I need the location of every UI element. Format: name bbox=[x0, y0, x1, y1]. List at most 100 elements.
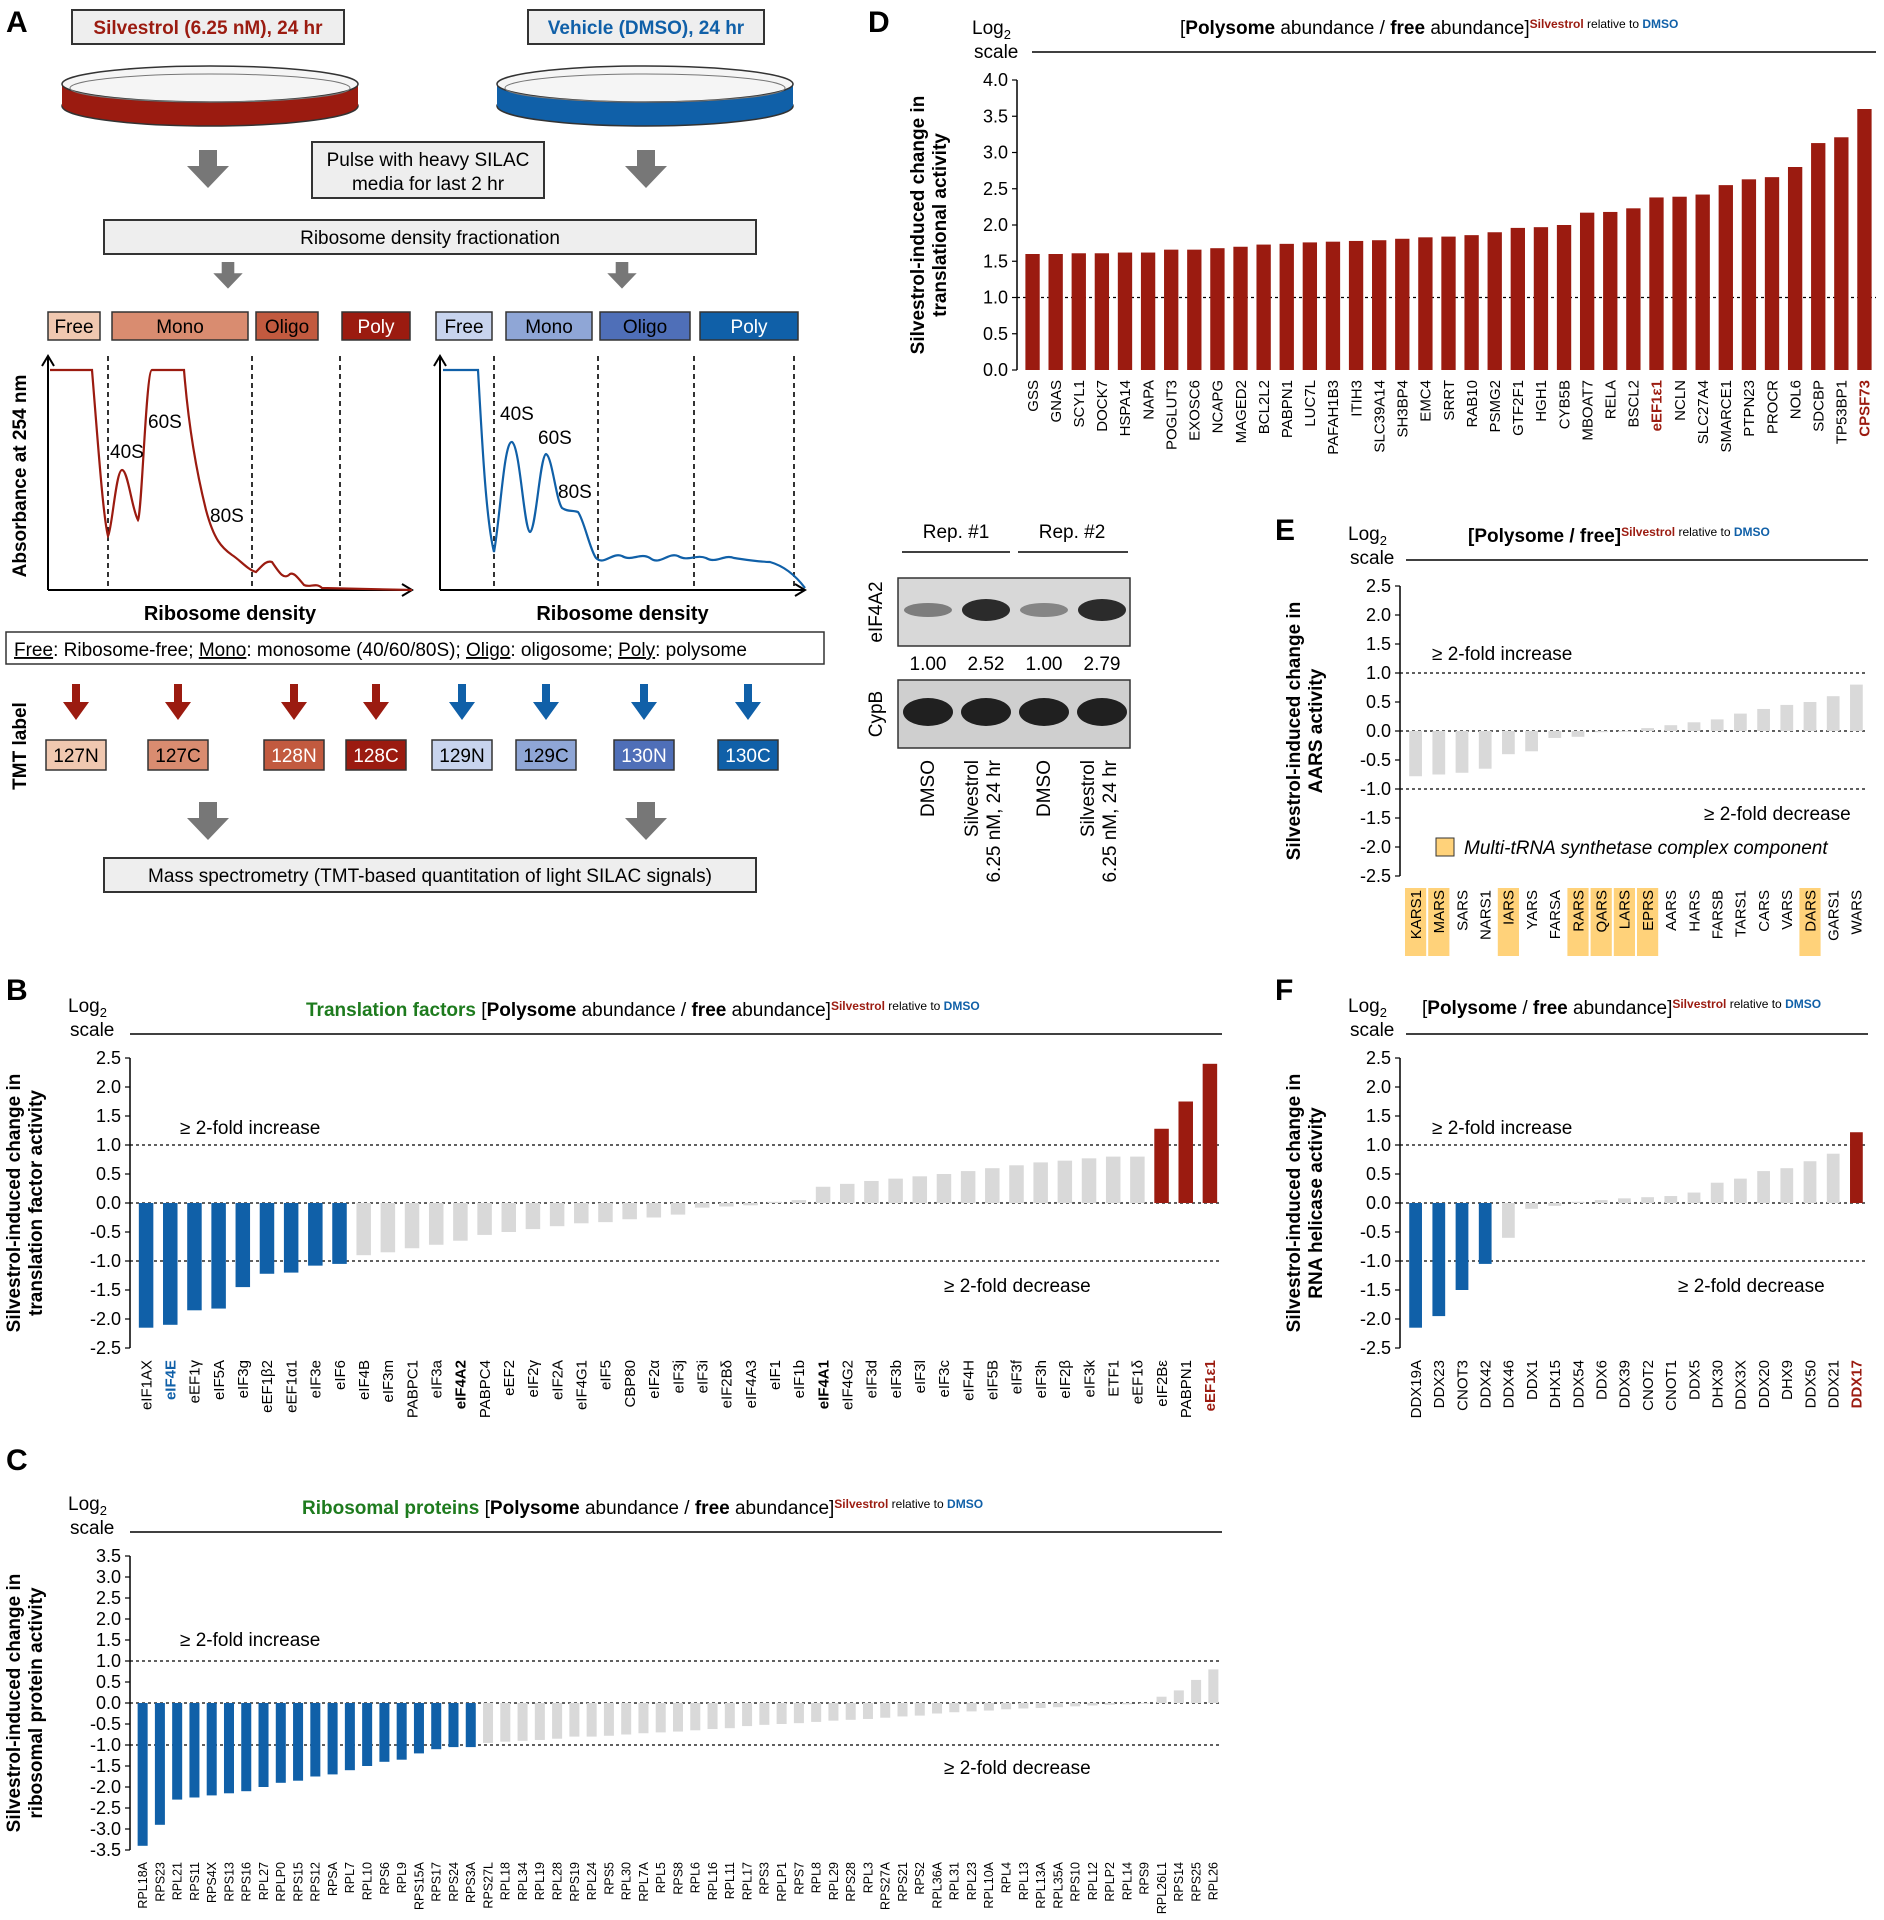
vehicle-condition-label: Vehicle (DMSO), 24 hr bbox=[548, 18, 745, 39]
left-fraction-label: Free bbox=[54, 317, 93, 338]
category-label: eIF1AX bbox=[138, 1360, 155, 1410]
highlight-box bbox=[1799, 888, 1821, 956]
category-label: PSMG2 bbox=[1487, 380, 1504, 433]
bar bbox=[621, 1703, 632, 1735]
bar bbox=[586, 1703, 597, 1737]
category-label: RPL3 bbox=[861, 1862, 875, 1893]
bar bbox=[932, 1703, 943, 1714]
category-label: RPL28 bbox=[550, 1862, 564, 1900]
category-label: DDX3X bbox=[1733, 1360, 1750, 1410]
fold-decrease-label: ≥ 2-fold decrease bbox=[1704, 804, 1851, 825]
bar bbox=[1122, 1703, 1133, 1705]
y-tick-label: -1.0 bbox=[1360, 779, 1391, 799]
bar bbox=[525, 1203, 541, 1230]
bar bbox=[293, 1703, 304, 1781]
category-label: RPS10 bbox=[1069, 1862, 1083, 1902]
lane-label: 6.25 nM, 24 hr bbox=[1100, 759, 1121, 882]
log2-scale-label-2: scale bbox=[1350, 548, 1394, 569]
chart-header: Translation factors [Polysome abundance … bbox=[306, 999, 980, 1021]
category-label: DHX30 bbox=[1709, 1360, 1726, 1408]
y-tick-label: 2.0 bbox=[1366, 1077, 1391, 1097]
category-label: PROCR bbox=[1764, 380, 1781, 434]
y-tick-label: 0.5 bbox=[96, 1164, 121, 1184]
y-tick-label: 1.5 bbox=[96, 1106, 121, 1126]
category-label: SMARCE1 bbox=[1718, 380, 1735, 453]
category-label: PABPN1 bbox=[1279, 380, 1296, 438]
bar bbox=[1710, 1182, 1724, 1203]
category-label: NCLN bbox=[1672, 380, 1689, 421]
bar bbox=[206, 1703, 217, 1796]
y-tick-label: -0.5 bbox=[1360, 750, 1391, 770]
category-label: eIF3i bbox=[694, 1360, 711, 1393]
category-label: ETF1 bbox=[1105, 1360, 1122, 1397]
category-label: eIF5B bbox=[985, 1360, 1002, 1400]
category-label: eIF4A2 bbox=[453, 1360, 470, 1409]
y-tick-label: 1.0 bbox=[1366, 663, 1391, 683]
bar bbox=[163, 1203, 178, 1325]
panel-letter-D: D bbox=[868, 6, 890, 39]
category-label: SDCBP bbox=[1810, 380, 1827, 432]
bar bbox=[1418, 237, 1433, 370]
right-fraction-free bbox=[435, 311, 493, 341]
bar bbox=[569, 1703, 580, 1737]
category-label: RPS23 bbox=[153, 1862, 167, 1902]
bar bbox=[1139, 1703, 1150, 1704]
category-label: eIF6 bbox=[332, 1360, 349, 1390]
left-peak-label: 60S bbox=[148, 412, 182, 433]
bar bbox=[1579, 212, 1595, 370]
category-label: RPL5 bbox=[654, 1862, 668, 1893]
bar bbox=[1664, 725, 1678, 731]
category-label: PABPC4 bbox=[477, 1360, 494, 1418]
fold-increase-label: ≥ 2-fold increase bbox=[1432, 644, 1572, 665]
bar bbox=[431, 1703, 442, 1750]
bar bbox=[552, 1703, 563, 1739]
bar bbox=[1734, 1178, 1747, 1203]
bar bbox=[1687, 1192, 1701, 1203]
bar bbox=[1432, 731, 1446, 775]
y-tick-label: -0.5 bbox=[1360, 1222, 1391, 1242]
bar bbox=[1502, 1203, 1515, 1238]
bar bbox=[839, 1183, 855, 1203]
bar bbox=[241, 1703, 252, 1792]
lane-label: DMSO bbox=[918, 760, 939, 817]
category-label: RELA bbox=[1603, 380, 1620, 419]
y-tick-label: 3.5 bbox=[96, 1546, 121, 1566]
category-label: eIF4G1 bbox=[574, 1360, 591, 1410]
bar bbox=[864, 1180, 879, 1203]
bar bbox=[344, 1703, 355, 1771]
category-label: RPS5 bbox=[602, 1862, 616, 1895]
band bbox=[904, 603, 952, 617]
category-label: RPL21 bbox=[171, 1862, 185, 1900]
silvestrol-dish bbox=[61, 65, 359, 127]
y-tick-label: 3.0 bbox=[96, 1567, 121, 1587]
category-label: DDX17 bbox=[1849, 1360, 1866, 1408]
category-label: RPL31 bbox=[948, 1862, 962, 1900]
bar bbox=[1571, 731, 1585, 737]
arrow-down-icon bbox=[213, 262, 243, 289]
category-label: GNAS bbox=[1048, 380, 1065, 423]
fractionation-label: Ribosome density fractionation bbox=[300, 228, 560, 249]
vehicle-dish-lid bbox=[496, 65, 794, 103]
highlight-box bbox=[1637, 888, 1659, 956]
category-label: SARS bbox=[1454, 890, 1471, 931]
band bbox=[962, 599, 1010, 621]
bar bbox=[1510, 227, 1525, 370]
category-label: RPS17 bbox=[430, 1862, 444, 1902]
bar bbox=[1857, 109, 1872, 370]
vehicle-condition-box bbox=[527, 9, 765, 45]
band bbox=[903, 698, 953, 726]
bar bbox=[1104, 1703, 1115, 1705]
log2-scale-label-2: scale bbox=[1350, 1020, 1394, 1041]
category-label: CNOT1 bbox=[1663, 1360, 1680, 1411]
left-absorbance-trace bbox=[50, 368, 413, 592]
bar bbox=[1130, 1156, 1145, 1203]
category-label: CNOT2 bbox=[1640, 1360, 1657, 1411]
bar bbox=[477, 1203, 492, 1235]
y-axis-label: RNA helicase activity bbox=[1306, 1107, 1327, 1299]
bar bbox=[1687, 722, 1701, 731]
bar bbox=[690, 1703, 701, 1731]
y-tick-label: 0.5 bbox=[983, 324, 1008, 344]
y-tick-label: 0.0 bbox=[1366, 1193, 1391, 1213]
fraction-legend-box bbox=[5, 631, 825, 665]
tmt-label-box bbox=[147, 739, 209, 771]
